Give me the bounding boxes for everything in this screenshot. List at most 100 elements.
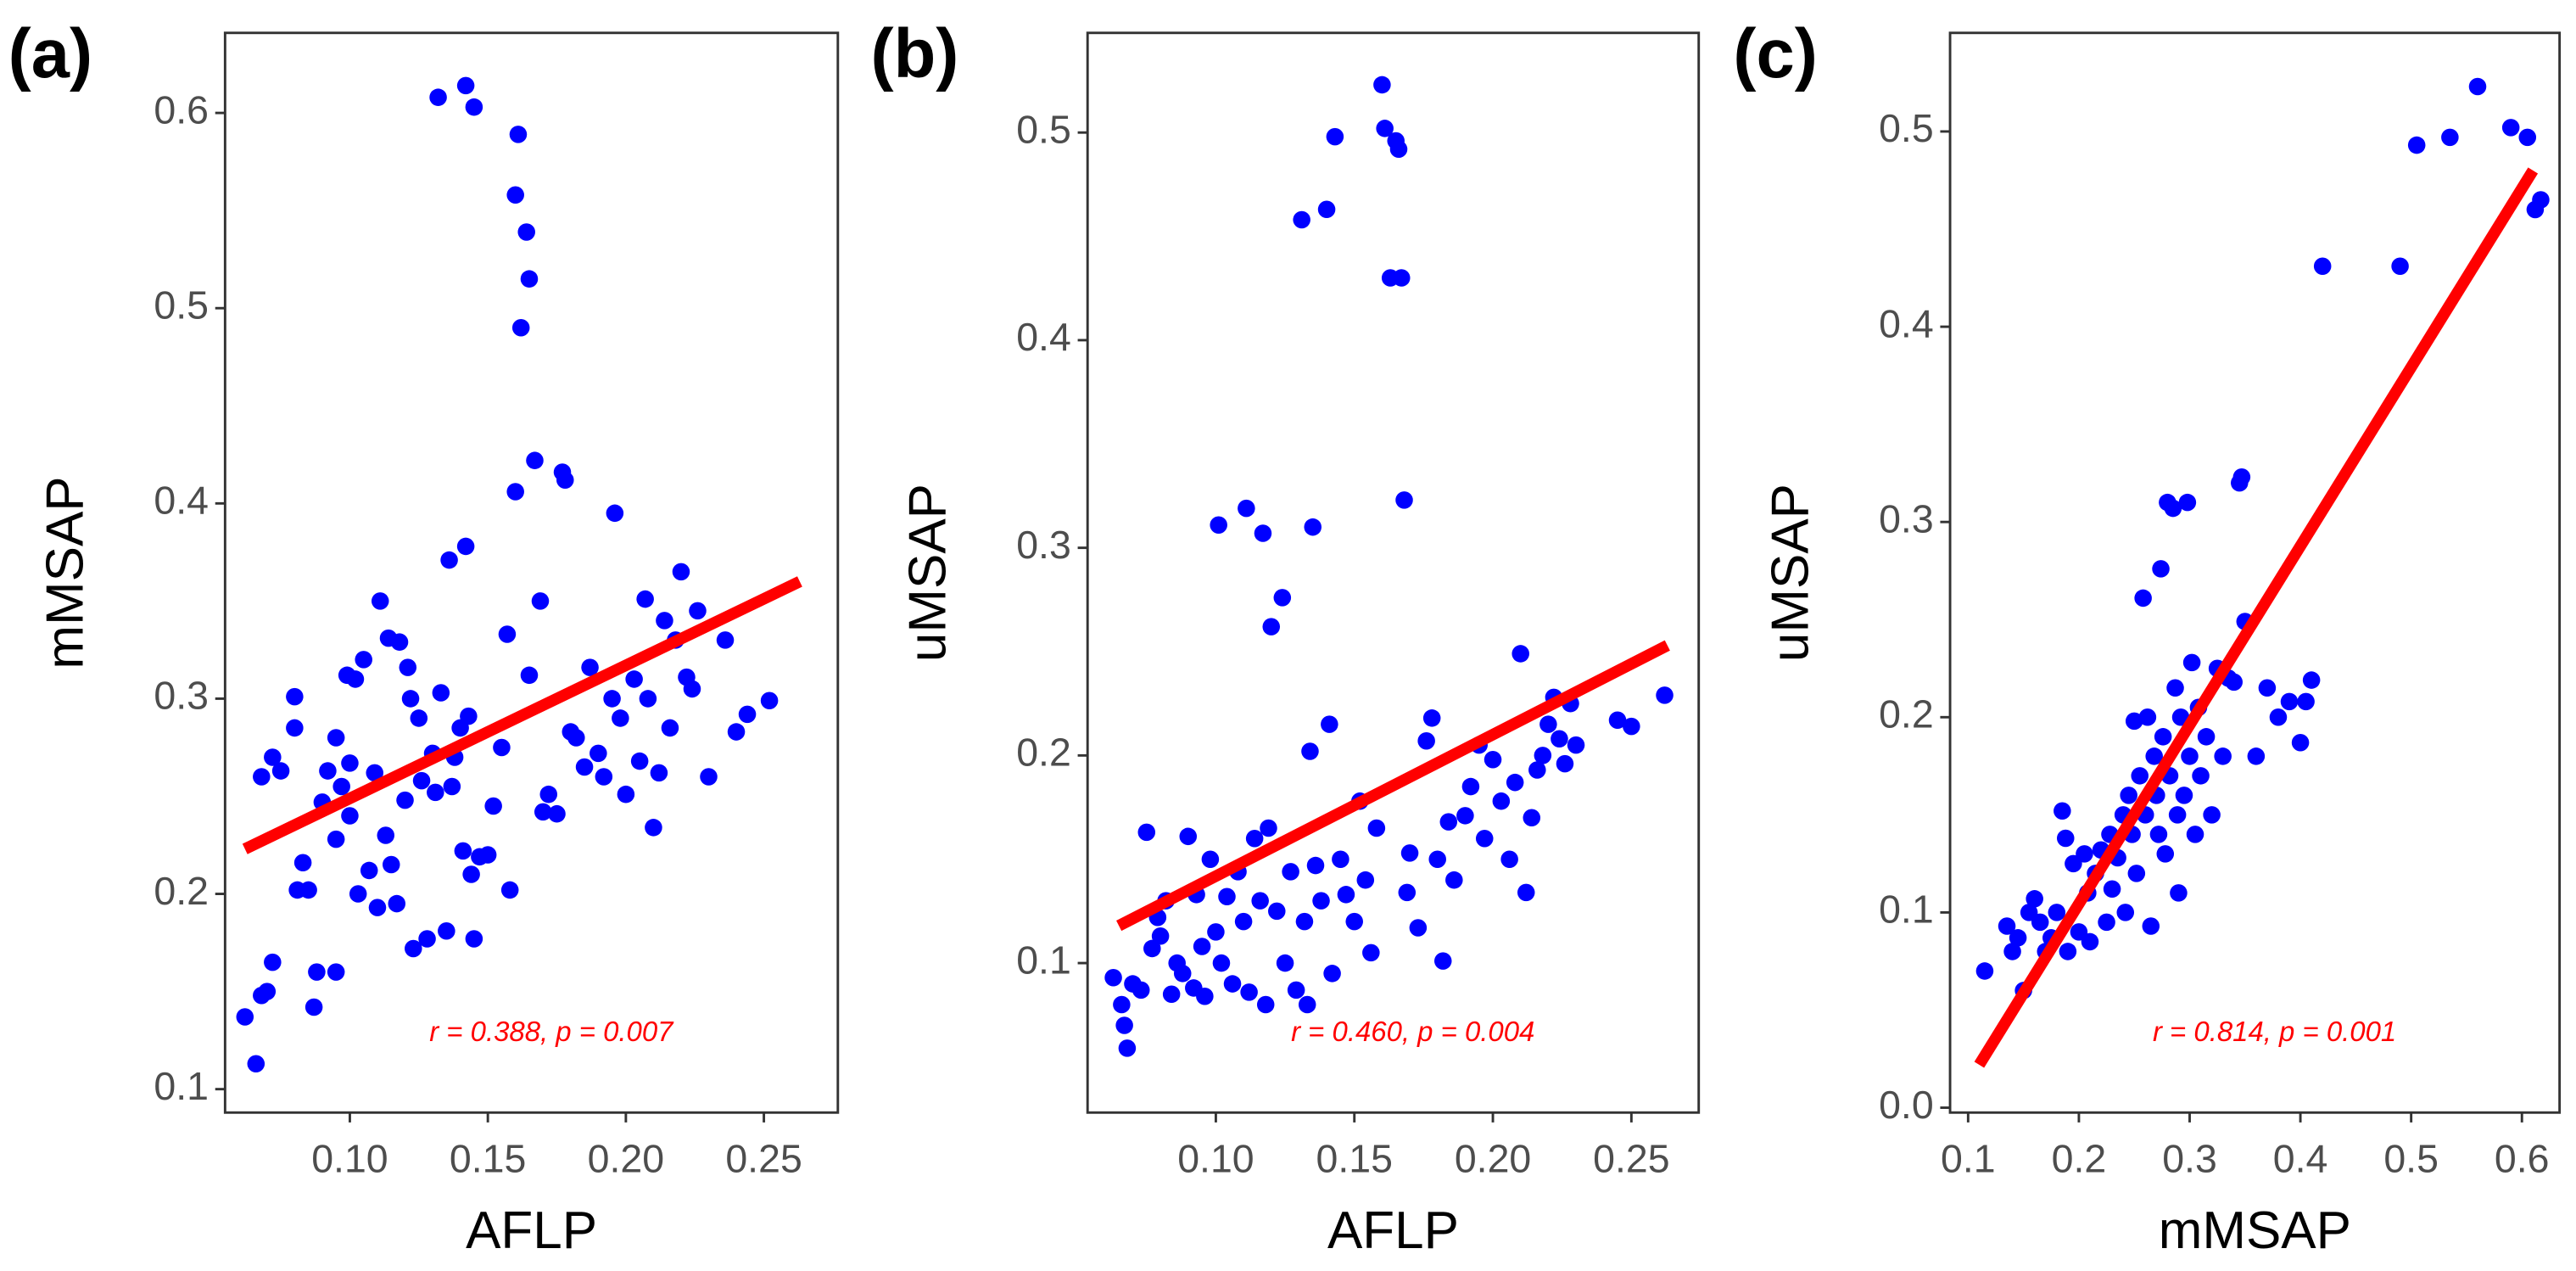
y-tick-label: 0.3 (1016, 523, 1071, 567)
data-point (368, 899, 387, 916)
data-point (1475, 829, 1494, 848)
y-tick-label: 0.2 (1016, 731, 1071, 775)
data-point (432, 684, 450, 702)
data-point (575, 758, 594, 776)
data-point (1287, 981, 1305, 999)
x-tick-label: 0.15 (1316, 1137, 1393, 1181)
data-point (418, 930, 436, 948)
data-point (650, 764, 668, 782)
y-tick-label: 0.5 (154, 283, 209, 327)
data-point (1301, 742, 1319, 760)
data-point (2152, 560, 2170, 578)
plot-frame (1948, 31, 2562, 1114)
data-point (1212, 954, 1231, 972)
data-point (286, 719, 304, 737)
data-point (2297, 692, 2315, 711)
data-point (509, 126, 528, 143)
data-point (2441, 128, 2459, 147)
data-point (390, 633, 409, 651)
data-point (656, 612, 673, 630)
data-point (506, 186, 524, 204)
data-point (1201, 850, 1220, 868)
data-point (1151, 927, 1170, 945)
data-point (2026, 890, 2043, 908)
data-point (2203, 806, 2221, 824)
data-point (1428, 850, 1446, 868)
data-point (438, 922, 455, 940)
data-point (2192, 767, 2210, 785)
data-point (1439, 813, 1458, 831)
data-point (332, 777, 350, 796)
y-tick-label: 0.6 (154, 87, 209, 132)
y-tick-label: 0.0 (1879, 1083, 1934, 1127)
data-point (2197, 728, 2216, 746)
data-point (2054, 802, 2071, 820)
data-point (2175, 787, 2193, 804)
plot-frame (1086, 31, 1701, 1114)
data-point (399, 658, 417, 676)
data-point (2009, 929, 2027, 947)
data-point (1456, 807, 1474, 825)
data-point (2134, 589, 2152, 608)
data-point (1256, 995, 1275, 1014)
data-point (319, 762, 337, 780)
data-point (1218, 887, 1236, 906)
data-point (1132, 981, 1150, 999)
data-point (1445, 871, 1463, 889)
data-point (264, 953, 282, 971)
data-point (412, 771, 431, 790)
data-point (305, 998, 323, 1016)
data-point (2048, 904, 2066, 921)
data-point (443, 777, 461, 796)
data-point (1512, 645, 1529, 663)
data-point (1196, 987, 1214, 1005)
y-tick-label: 0.4 (154, 479, 209, 523)
data-point (727, 723, 746, 741)
data-point (2181, 747, 2199, 765)
data-point (1282, 863, 1299, 881)
x-tick-label: 0.4 (2273, 1137, 2328, 1181)
y-tick-label: 0.3 (1879, 496, 1934, 540)
data-point (1461, 777, 1480, 796)
data-point (636, 590, 654, 608)
data-point (2142, 917, 2160, 935)
y-tick-label: 0.5 (1879, 106, 1934, 150)
x-tick-label: 0.10 (311, 1137, 388, 1181)
y-axis-label: mMSAP (36, 476, 95, 669)
data-point (454, 842, 472, 860)
data-point (1234, 912, 1253, 931)
data-point (1433, 952, 1452, 970)
x-tick-label: 0.20 (1455, 1137, 1531, 1181)
x-tick-label: 0.2 (2052, 1137, 2107, 1181)
data-point (1115, 1016, 1133, 1034)
data-point (2164, 499, 2182, 518)
data-point (1162, 985, 1181, 1004)
data-point (2031, 913, 2049, 932)
data-point (465, 98, 483, 116)
data-point (1422, 709, 1441, 727)
data-point (1656, 686, 1674, 704)
data-point (2178, 493, 2197, 512)
data-point (440, 551, 458, 569)
data-point (511, 318, 530, 337)
data-point (2003, 943, 2021, 960)
x-tick-label: 0.5 (2383, 1137, 2439, 1181)
data-point (498, 625, 517, 643)
data-point (2269, 708, 2288, 726)
data-point (253, 768, 271, 786)
x-tick-label: 0.3 (2162, 1137, 2217, 1181)
data-point (500, 881, 519, 899)
data-point (377, 826, 395, 844)
annotation: r = 0.814, p = 0.001 (2153, 1016, 2396, 1047)
data-point (2501, 119, 2520, 137)
data-point (2098, 913, 2115, 932)
y-tick-label: 0.4 (1016, 315, 1071, 359)
data-point (2120, 787, 2137, 804)
data-point (2468, 77, 2487, 96)
data-point (1306, 856, 1325, 875)
annotation: r = 0.460, p = 0.004 (1291, 1016, 1534, 1047)
data-point (603, 690, 621, 708)
data-point (1551, 730, 1568, 748)
data-point (1539, 715, 1557, 733)
